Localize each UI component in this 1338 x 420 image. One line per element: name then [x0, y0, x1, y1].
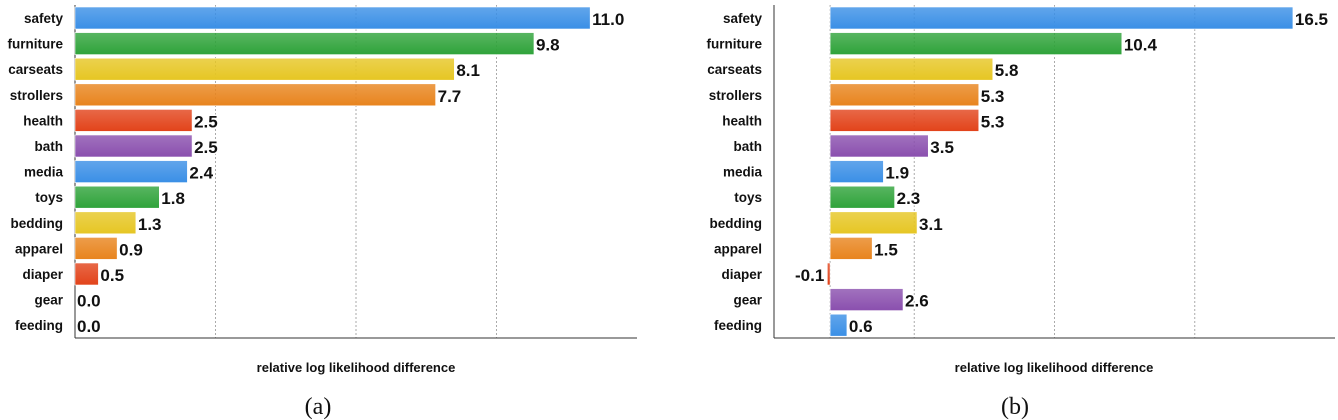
- data-label: 0.0: [77, 292, 101, 311]
- data-label: 7.7: [438, 87, 462, 106]
- category-label: diaper: [721, 267, 762, 282]
- chart-panel-a: relative log likelihood difference (a) s…: [8, 5, 637, 420]
- bar: [74, 6, 591, 30]
- category-label: furniture: [8, 37, 64, 52]
- category-label: media: [723, 165, 763, 180]
- bar: [74, 83, 436, 107]
- data-label: 2.5: [194, 138, 218, 157]
- data-label: 0.0: [77, 317, 101, 336]
- bar: [829, 57, 994, 81]
- caption: (a): [305, 394, 332, 420]
- data-label: 2.3: [897, 189, 921, 208]
- category-label: apparel: [15, 241, 63, 256]
- category-label: media: [24, 165, 64, 180]
- bar: [829, 160, 884, 183]
- category-label: feeding: [714, 318, 762, 333]
- category-label: toys: [734, 190, 762, 205]
- x-axis-label: relative log likelihood difference: [257, 360, 456, 375]
- category-label: gear: [34, 293, 63, 308]
- bar: [829, 288, 904, 311]
- data-label: 9.8: [536, 36, 560, 55]
- bar: [74, 262, 99, 286]
- bar: [826, 262, 831, 286]
- data-label: 16.5: [1295, 10, 1328, 29]
- data-label: 5.3: [981, 112, 1005, 131]
- category-label: apparel: [714, 241, 762, 256]
- bar: [74, 237, 118, 260]
- data-label: 3.5: [930, 138, 954, 157]
- data-label: 0.5: [100, 266, 124, 285]
- category-label: strollers: [10, 88, 63, 103]
- bar: [829, 134, 929, 158]
- category-label: safety: [24, 11, 64, 26]
- bar: [829, 237, 873, 260]
- x-axis-label: relative log likelihood difference: [955, 360, 1154, 375]
- data-label: 2.6: [905, 292, 929, 311]
- data-label: 1.9: [885, 164, 909, 183]
- bar: [829, 313, 848, 337]
- data-label: 5.3: [981, 87, 1005, 106]
- data-label: 11.0: [592, 10, 624, 29]
- category-label: bedding: [11, 216, 64, 231]
- bar: [74, 134, 193, 158]
- bar: [74, 185, 160, 209]
- data-label: 1.5: [874, 240, 898, 259]
- category-label: bedding: [710, 216, 763, 231]
- bar: [829, 185, 895, 209]
- category-label: toys: [35, 190, 63, 205]
- data-label: 2.5: [194, 112, 218, 131]
- data-label: 1.3: [138, 215, 162, 234]
- data-label: 2.4: [189, 164, 213, 183]
- category-label: bath: [35, 139, 64, 154]
- category-label: safety: [723, 11, 763, 26]
- data-label: 8.1: [456, 61, 480, 80]
- category-label: diaper: [22, 267, 63, 282]
- data-label: 0.9: [119, 240, 143, 259]
- category-label: strollers: [709, 88, 762, 103]
- category-label: furniture: [707, 37, 763, 52]
- bar: [829, 83, 980, 107]
- bar: [74, 109, 193, 132]
- category-label: bath: [734, 139, 763, 154]
- category-label: health: [722, 113, 762, 128]
- bar: [829, 32, 1123, 55]
- bar: [74, 160, 188, 183]
- bar: [74, 57, 455, 81]
- chart-panel-b: relative log likelihood difference (b) s…: [707, 5, 1335, 420]
- bar: [74, 32, 535, 55]
- category-label: carseats: [8, 62, 63, 77]
- category-label: feeding: [15, 318, 63, 333]
- category-label: gear: [733, 293, 762, 308]
- bar: [829, 6, 1294, 30]
- data-label: 1.8: [161, 189, 185, 208]
- category-label: carseats: [707, 62, 762, 77]
- data-label: -0.1: [795, 266, 824, 285]
- bar: [829, 109, 980, 132]
- data-label: 5.8: [995, 61, 1019, 80]
- bar: [829, 211, 918, 235]
- data-label: 10.4: [1124, 36, 1158, 55]
- data-label: 3.1: [919, 215, 943, 234]
- bar: [74, 211, 137, 235]
- category-label: health: [23, 113, 63, 128]
- caption: (b): [1001, 394, 1029, 420]
- data-label: 0.6: [849, 317, 873, 336]
